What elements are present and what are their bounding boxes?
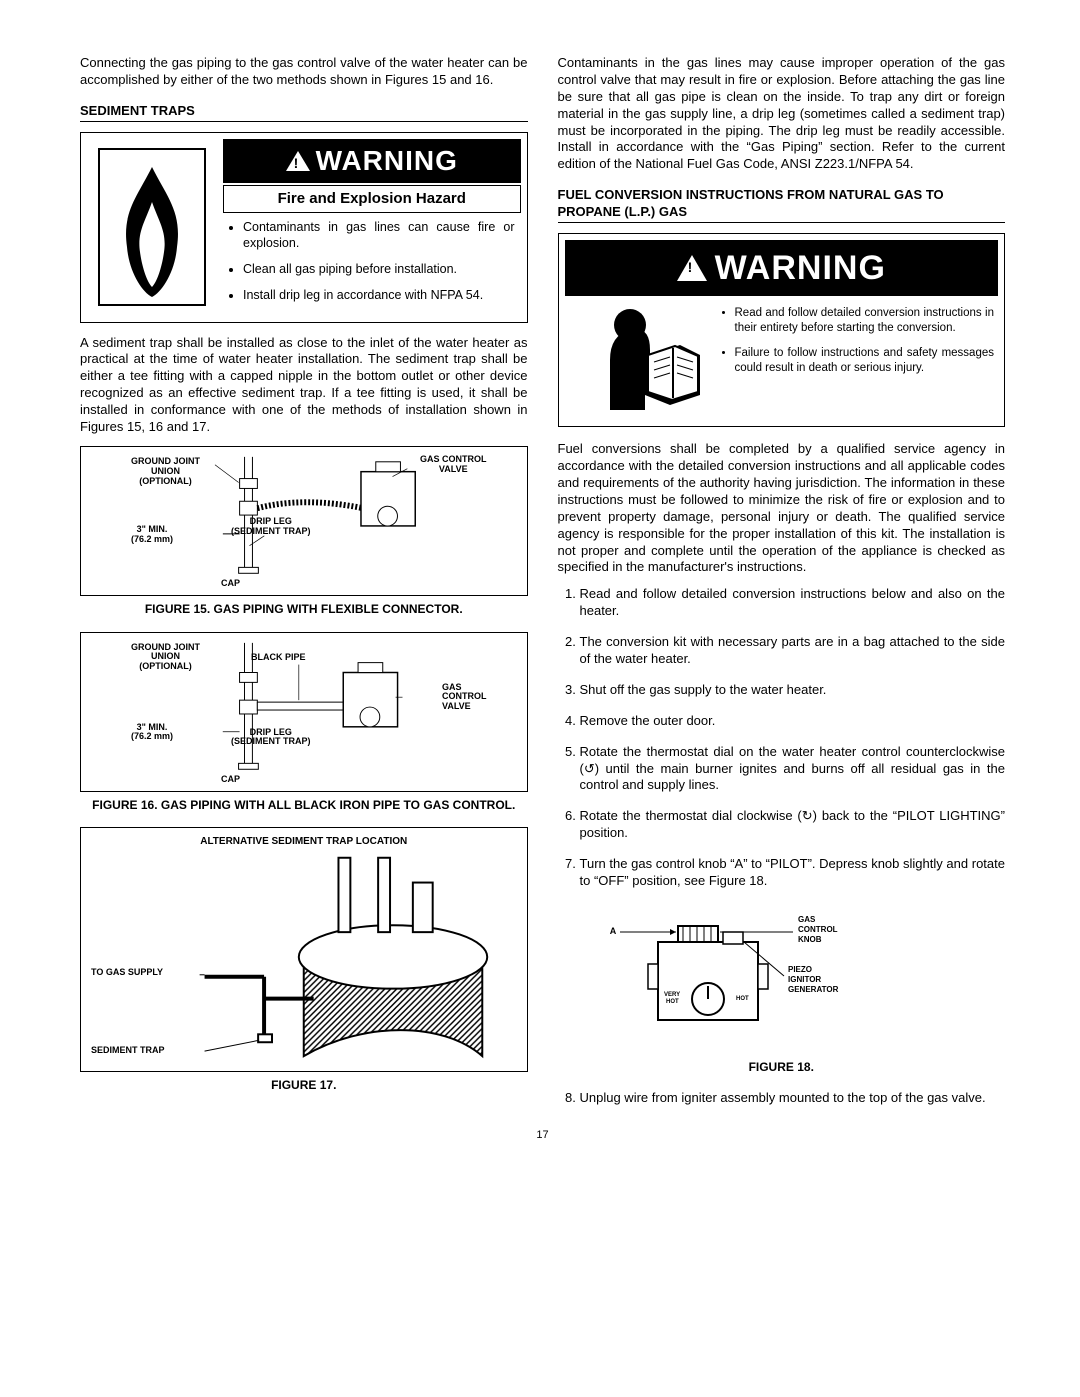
page-number: 17: [80, 1128, 1005, 1142]
warning-bullet: Clean all gas piping before installation…: [243, 261, 515, 277]
warning-subtitle: Fire and Explosion Hazard: [223, 185, 521, 213]
figure-15-caption: FIGURE 15. GAS PIPING WITH FLEXIBLE CONN…: [80, 602, 528, 618]
figure-17: ALTERNATIVE SEDIMENT TRAP LOCATION TO GA…: [80, 827, 528, 1072]
warning-bullet: Failure to follow instructions and safet…: [735, 346, 995, 376]
warning-banner: WARNING: [223, 139, 521, 183]
step: Unplug wire from igniter assembly mounte…: [580, 1090, 1006, 1107]
svg-text:GAS: GAS: [798, 915, 816, 924]
warning-box-conversion: WARNING: [558, 233, 1006, 427]
step: The conversion kit with necessary parts …: [580, 634, 1006, 668]
step: Remove the outer door.: [580, 713, 1006, 730]
conversion-para: Fuel conversions shall be completed by a…: [558, 441, 1006, 576]
svg-text:HOT: HOT: [736, 996, 749, 1002]
warning-bullets: Contaminants in gas lines can cause fire…: [223, 213, 521, 316]
flame-icon: [87, 139, 217, 316]
alert-icon: [677, 255, 707, 281]
sediment-para: A sediment trap shall be installed as cl…: [80, 335, 528, 436]
read-manual-icon: [565, 300, 715, 420]
figure-15: GROUND JOINTUNION(OPTIONAL) GAS CONTROLV…: [80, 446, 528, 596]
step: Shut off the gas supply to the water hea…: [580, 682, 1006, 699]
figure-16-caption: FIGURE 16. GAS PIPING WITH ALL BLACK IRO…: [80, 798, 528, 814]
svg-text:CONTROL: CONTROL: [798, 925, 838, 934]
svg-text:A: A: [609, 926, 616, 936]
step: Read and follow detailed conversion inst…: [580, 586, 1006, 620]
warning-bullet: Contaminants in gas lines can cause fire…: [243, 219, 515, 252]
conversion-steps: Read and follow detailed conversion inst…: [558, 586, 1006, 890]
warning-bullets: Read and follow detailed conversion inst…: [721, 300, 999, 420]
warning-bullet: Install drip leg in accordance with NFPA…: [243, 287, 515, 303]
step: Rotate the thermostat dial on the water …: [580, 744, 1006, 795]
svg-text:GENERATOR: GENERATOR: [788, 985, 839, 994]
figure-16: GROUND JOINTUNION(OPTIONAL) BLACK PIPE G…: [80, 632, 528, 792]
section-sediment-traps: SEDIMENT TRAPS: [80, 103, 528, 122]
intro-left: Connecting the gas piping to the gas con…: [80, 55, 528, 89]
svg-text:KNOB: KNOB: [798, 935, 822, 944]
figure-17-caption: FIGURE 17.: [80, 1078, 528, 1094]
svg-text:IGNITOR: IGNITOR: [788, 975, 821, 984]
svg-text:VERY: VERY: [664, 992, 680, 998]
figure-18-caption: FIGURE 18.: [558, 1060, 1006, 1076]
intro-right: Contaminants in the gas lines may cause …: [558, 55, 1006, 173]
svg-text:PIEZO: PIEZO: [788, 965, 812, 974]
figure-18: A GAS CONTROL KNOB PIEZO IGNITOR GENERAT…: [558, 904, 1006, 1054]
alert-icon: [286, 151, 310, 171]
step: Rotate the thermostat dial clockwise (↻)…: [580, 808, 1006, 842]
warning-word: WARNING: [715, 246, 886, 290]
section-fuel-conversion: FUEL CONVERSION INSTRUCTIONS FROM NATURA…: [558, 187, 1006, 223]
svg-text:HOT: HOT: [666, 999, 679, 1005]
warning-banner: WARNING: [565, 240, 999, 296]
warning-box-fire: WARNING Fire and Explosion Hazard Contam…: [80, 132, 528, 323]
warning-word: WARNING: [316, 143, 458, 179]
conversion-steps-cont: Unplug wire from igniter assembly mounte…: [558, 1090, 1006, 1107]
warning-bullet: Read and follow detailed conversion inst…: [735, 306, 995, 336]
step: Turn the gas control knob “A” to “PILOT”…: [580, 856, 1006, 890]
